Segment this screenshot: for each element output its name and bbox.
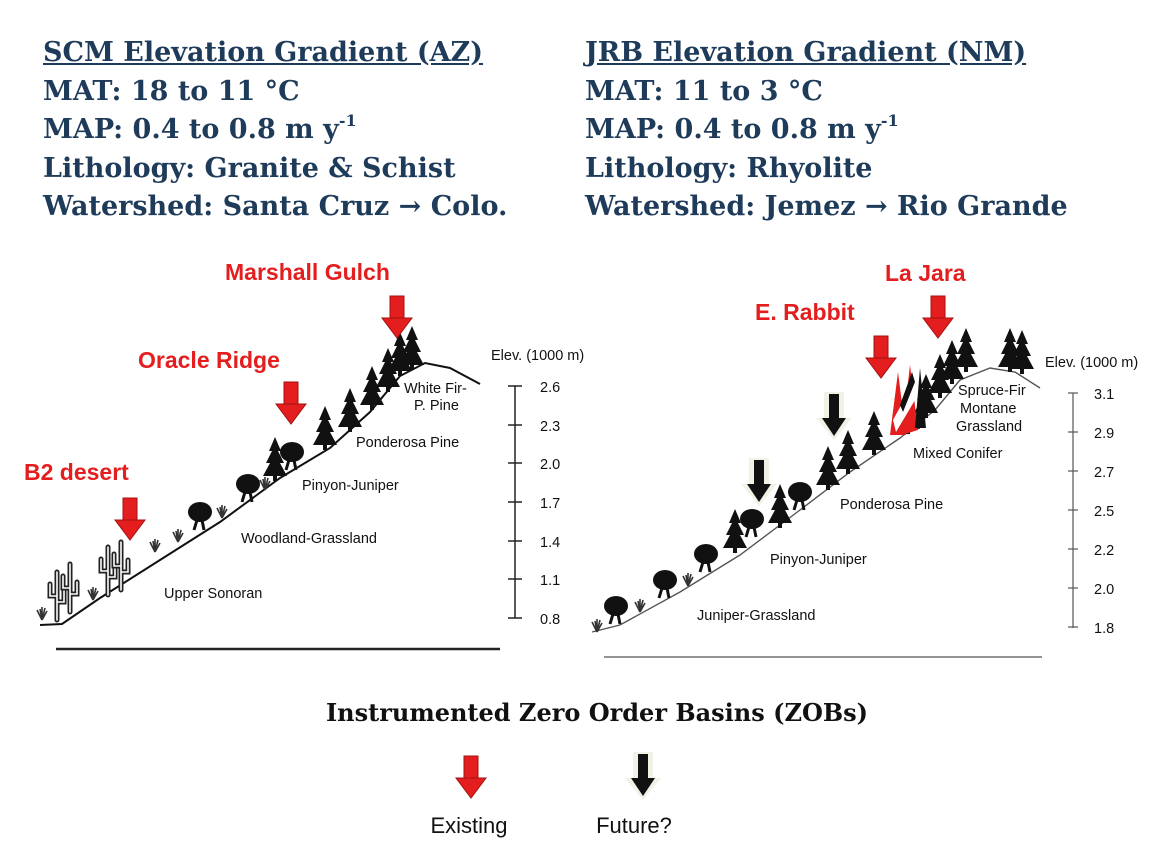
tick-label: 2.9: [1094, 426, 1114, 442]
tree-icon: [836, 430, 860, 474]
future-arrow-icon: [625, 752, 661, 800]
bush-icon: [692, 542, 720, 574]
tick-label: 2.3: [540, 419, 560, 435]
zone-label: Mixed Conifer: [913, 446, 1003, 462]
bush-icon: [186, 500, 214, 532]
site-label-oracle-ridge: Oracle Ridge: [138, 347, 280, 373]
zone-label: Grassland: [956, 419, 1022, 435]
elevation-ticks: [508, 385, 522, 619]
right-header-mat: MAT: 11 to 3 °C: [585, 75, 823, 107]
right-header-lithology: Lithology: Rhyolite: [585, 152, 873, 184]
elevation-ticks: [1068, 392, 1078, 628]
zone-label: Upper Sonoran: [164, 586, 262, 602]
site-label-b2-desert: B2 desert: [24, 459, 129, 485]
existing-arrow-icon: [381, 295, 413, 339]
grass-icon: [216, 504, 228, 519]
left-header-mat: MAT: 18 to 11 °C: [43, 75, 300, 107]
bush-icon: [651, 568, 679, 600]
left-header-map: MAP: 0.4 to 0.8 m y-1: [43, 111, 507, 150]
left-header-watershed: Watershed: Santa Cruz → Colo.: [43, 191, 508, 222]
zone-label: Woodland-Grassland: [241, 531, 377, 547]
future-arrow-icon: [741, 458, 777, 506]
tree-icon: [862, 411, 886, 455]
existing-arrow-icon: [275, 381, 307, 425]
zone-label: Ponderosa Pine: [840, 497, 943, 513]
tick-label: 2.5: [1094, 504, 1114, 520]
left-header-map-text: MAP: 0.4 to 0.8 m y: [43, 114, 339, 145]
right-header: JRB Elevation Gradient (NM) MAT: 11 to 3…: [585, 34, 1068, 227]
tick-label: 2.2: [1094, 543, 1114, 559]
site-label-e-rabbit: E. Rabbit: [755, 299, 855, 325]
tick-label: 2.6: [540, 380, 560, 396]
tick-label: 1.7: [540, 496, 560, 512]
tick-label: 0.8: [540, 612, 560, 628]
burned-trees-icon: [890, 365, 926, 435]
grass-icon: [87, 586, 99, 601]
legend-future-label: Future?: [596, 813, 672, 838]
cactus-icon: [63, 564, 77, 612]
left-header: SCM Elevation Gradient (AZ) MAT: 18 to 1…: [43, 34, 507, 227]
tree-icon: [816, 446, 840, 490]
site-label-marshall-gulch: Marshall Gulch: [225, 259, 390, 285]
right-header-map-exponent: -1: [880, 111, 899, 130]
left-header-lithology: Lithology: Granite & Schist: [43, 152, 456, 184]
bush-icon: [602, 594, 630, 626]
left-diagram: White Fir- P. Pine Ponderosa Pine Pinyon…: [24, 259, 584, 651]
tick-label: 1.1: [540, 573, 560, 589]
legend-title: Instrumented Zero Order Basins (ZOBs): [326, 698, 868, 727]
tree-icon: [954, 328, 978, 372]
zone-label: Pinyon-Juniper: [302, 478, 399, 494]
grass-icon: [259, 476, 271, 491]
tick-label: 2.0: [540, 457, 560, 473]
grass-icon: [634, 598, 646, 613]
grass-icon: [36, 606, 48, 621]
zone-label: P. Pine: [414, 398, 459, 414]
left-header-map-exponent: -1: [338, 111, 357, 130]
elevation-axis-label: Elev. (1000 m): [1045, 355, 1138, 371]
tick-label: 2.7: [1094, 465, 1114, 481]
left-header-title: SCM Elevation Gradient (AZ): [43, 37, 484, 68]
zone-label: Pinyon-Juniper: [770, 552, 867, 568]
right-header-map-text: MAP: 0.4 to 0.8 m y: [585, 114, 881, 145]
zone-label: White Fir-: [404, 381, 467, 397]
zone-label: Juniper-Grassland: [697, 608, 815, 624]
zone-label: Ponderosa Pine: [356, 435, 459, 451]
left-terrain-profile: [39, 361, 481, 626]
tick-label: 2.0: [1094, 582, 1114, 598]
right-diagram: Spruce-Fir Montane Grassland Mixed Conif…: [591, 260, 1138, 658]
existing-arrow-icon: [865, 335, 897, 379]
tick-label: 1.8: [1094, 621, 1114, 637]
tree-icon: [263, 437, 287, 481]
right-header-watershed: Watershed: Jemez → Rio Grande: [585, 191, 1068, 222]
bush-icon: [234, 472, 262, 504]
grass-icon: [172, 528, 184, 543]
existing-arrow-icon: [455, 755, 487, 799]
existing-arrow-icon: [114, 497, 146, 541]
zone-label: Montane: [960, 401, 1016, 417]
future-arrow-icon: [816, 392, 852, 440]
grass-icon: [149, 538, 161, 553]
existing-arrow-icon: [922, 295, 954, 339]
grass-icon: [682, 572, 694, 587]
bush-icon: [786, 480, 814, 512]
legend: Instrumented Zero Order Basins (ZOBs) Ex…: [326, 698, 868, 838]
tick-label: 3.1: [1094, 387, 1114, 403]
tree-icon: [338, 388, 362, 432]
tree-icon: [313, 406, 337, 450]
right-header-title: JRB Elevation Gradient (NM): [585, 37, 1027, 68]
right-header-map: MAP: 0.4 to 0.8 m y-1: [585, 111, 1068, 150]
site-label-la-jara: La Jara: [885, 260, 966, 286]
zone-label: Spruce-Fir: [958, 383, 1026, 399]
cactus-icon: [114, 542, 128, 590]
elevation-axis-label: Elev. (1000 m): [491, 348, 584, 364]
tick-label: 1.4: [540, 535, 560, 551]
legend-existing-label: Existing: [430, 813, 507, 838]
bush-icon: [738, 507, 766, 539]
